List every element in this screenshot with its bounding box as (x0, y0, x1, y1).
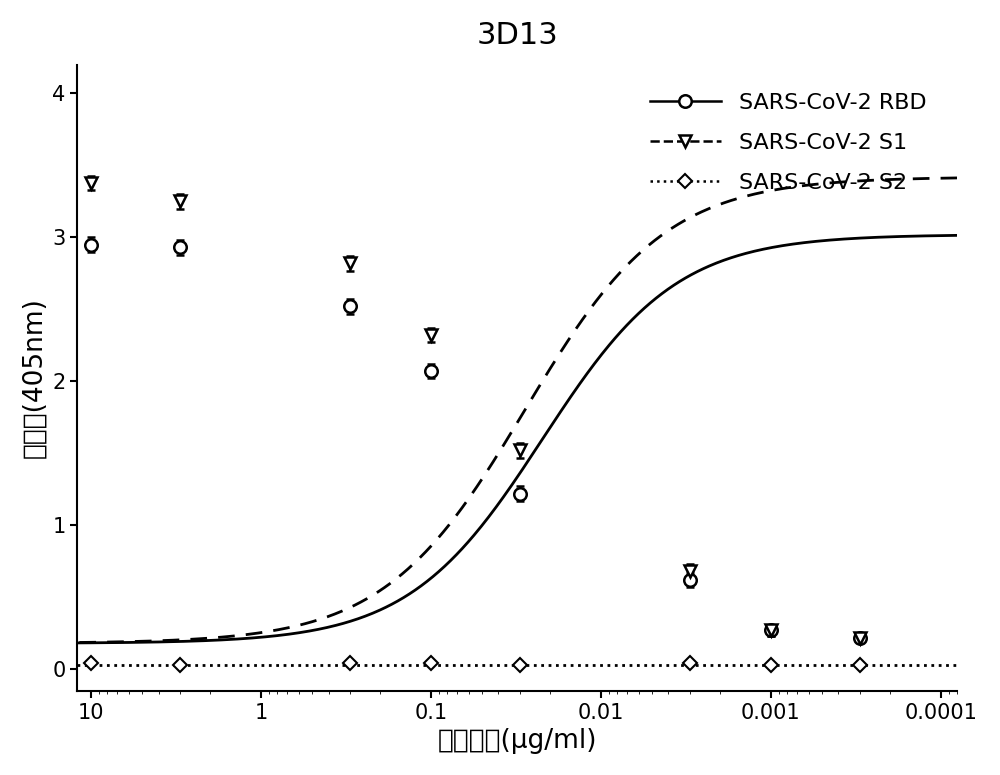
X-axis label: 抗体浓度(μg/ml): 抗体浓度(μg/ml) (438, 728, 597, 754)
Title: 3D13: 3D13 (476, 21, 558, 50)
Legend: SARS-CoV-2 RBD, SARS-CoV-2 S1, SARS-CoV-2 S2: SARS-CoV-2 RBD, SARS-CoV-2 S1, SARS-CoV-… (639, 82, 937, 205)
Y-axis label: 吸光度(405nm): 吸光度(405nm) (21, 298, 47, 458)
